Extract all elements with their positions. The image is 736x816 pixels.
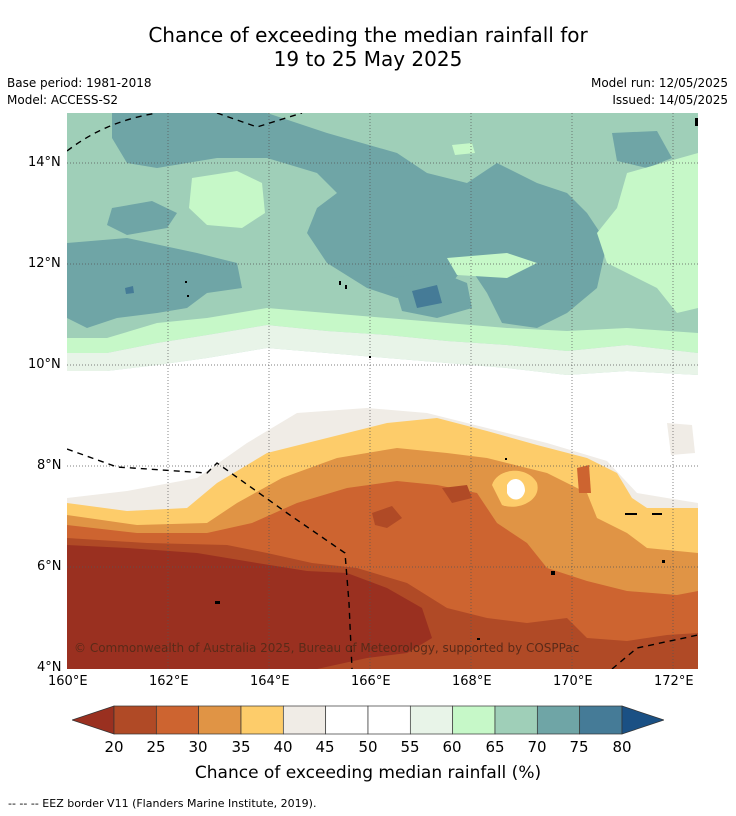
band-75-80 xyxy=(412,285,442,308)
eez-border xyxy=(67,113,698,669)
lat-label-6: 6°N xyxy=(37,559,62,574)
colorbar-segment xyxy=(579,705,623,735)
band-20-25-spot xyxy=(372,506,402,528)
lon-label-162: 162°E xyxy=(149,674,189,689)
cb-tick: 80 xyxy=(612,738,632,756)
colorbar-extend-low xyxy=(72,705,115,735)
band-75-80-small xyxy=(125,286,134,294)
band-70-75-west xyxy=(107,201,177,235)
colorbar-segment xyxy=(113,705,157,735)
lat-label-14: 14°N xyxy=(28,155,61,170)
band-70-75-mid xyxy=(67,238,242,328)
model-run: Model run: 12/05/2025 xyxy=(590,76,728,90)
cb-tick: 75 xyxy=(569,738,589,756)
issued-date: Issued: 14/05/2025 xyxy=(612,93,728,107)
band-60-65-nw xyxy=(189,171,265,228)
band-70-75-east xyxy=(612,131,672,168)
lon-label-170: 170°E xyxy=(553,674,593,689)
model-name: Model: ACCESS-S2 xyxy=(7,93,119,107)
graticule xyxy=(67,113,698,669)
title-line-2: 19 to 25 May 2025 xyxy=(273,47,463,71)
cb-tick: 20 xyxy=(104,738,124,756)
cb-tick: 65 xyxy=(485,738,505,756)
band-60-65-dot xyxy=(452,143,475,155)
lon-label-164: 164°E xyxy=(250,674,290,689)
band-60-65-band xyxy=(67,308,698,353)
colorbar-segment xyxy=(325,705,369,735)
cb-tick: 25 xyxy=(146,738,166,756)
lat-label-8: 8°N xyxy=(37,458,62,473)
lon-label-160: 160°E xyxy=(48,674,88,689)
cb-tick: 60 xyxy=(442,738,462,756)
title-line-1: Chance of exceeding the median rainfall … xyxy=(148,23,588,47)
colorbar-segment xyxy=(409,705,454,735)
lat-label-10: 10°N xyxy=(28,357,61,372)
colorbar-label: Chance of exceeding median rainfall (%) xyxy=(194,763,542,783)
islands xyxy=(185,118,698,640)
rainfall-map xyxy=(67,113,698,669)
lon-label-172: 172°E xyxy=(654,674,694,689)
cb-tick: 40 xyxy=(273,738,293,756)
colorbar-segment xyxy=(282,705,327,735)
lat-label-4: 4°N xyxy=(37,660,62,675)
cb-tick: 55 xyxy=(400,738,420,756)
band-below-20 xyxy=(67,545,432,669)
colorbar-segment xyxy=(198,705,242,735)
colorbar-extend-high xyxy=(621,705,664,735)
colorbar-segment xyxy=(536,705,581,735)
band-20-25-spot2 xyxy=(442,485,472,503)
colorbar xyxy=(72,705,664,735)
copyright-notice: © Commonwealth of Australia 2025, Bureau… xyxy=(74,641,580,655)
colorbar-segment xyxy=(155,705,200,735)
colorbar-segment xyxy=(240,705,284,735)
cb-tick: 30 xyxy=(188,738,208,756)
cb-tick: 35 xyxy=(231,738,251,756)
cb-tick: 50 xyxy=(358,738,378,756)
map-svg xyxy=(67,113,698,669)
cb-tick: 70 xyxy=(527,738,547,756)
colorbar-segment xyxy=(452,705,496,735)
band-60-65-center xyxy=(447,253,537,278)
band-25-30-east xyxy=(577,465,591,493)
colorbar-segment xyxy=(494,705,538,735)
eez-footnote: -- -- -- EEZ border V11 (Flanders Marine… xyxy=(8,797,317,810)
band-55-60 xyxy=(67,325,698,375)
colorbar-segment xyxy=(367,705,411,735)
band-45-55-pocket xyxy=(507,479,525,500)
lat-label-12: 12°N xyxy=(28,256,61,271)
base-period: Base period: 1981-2018 xyxy=(7,76,152,90)
band-40-45-east xyxy=(667,423,695,455)
cb-tick: 45 xyxy=(315,738,335,756)
lon-label-168: 168°E xyxy=(452,674,492,689)
lon-label-166: 166°E xyxy=(351,674,391,689)
